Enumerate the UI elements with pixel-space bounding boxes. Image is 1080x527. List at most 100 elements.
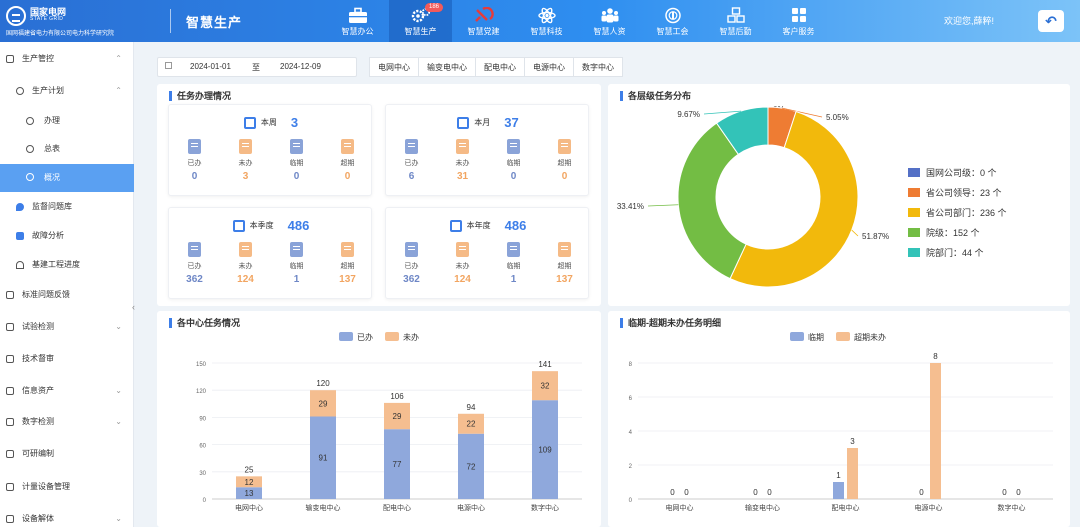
- donut-slice[interactable]: [729, 110, 859, 288]
- legend-item[interactable]: 国网公司级：0 个: [908, 166, 997, 179]
- stat-todo[interactable]: 未办 124: [220, 242, 271, 285]
- legend-swatch: [908, 248, 920, 257]
- sidebar-item-digital-inspection[interactable]: 数字检测 ⌄: [0, 409, 134, 435]
- period-total: 37: [504, 115, 519, 130]
- stat-todo[interactable]: 未办 31: [437, 139, 488, 182]
- legend-swatch[interactable]: [385, 332, 399, 341]
- bar-segment[interactable]: [310, 416, 336, 499]
- sidebar-item-label: 设备解体: [22, 514, 54, 523]
- nav-smart-party[interactable]: 智慧党建: [452, 0, 515, 42]
- stat-near-due[interactable]: 临期 1: [488, 242, 539, 285]
- bar-segment[interactable]: [384, 402, 410, 430]
- state-grid-logo[interactable]: 国家电网 STATE GRID 国网福建省电力有限公司电力科学研究院: [6, 5, 168, 37]
- task-card[interactable]: 本周 3 已办 0 未办 3 临期 0 超期 0: [168, 104, 372, 196]
- stat-done[interactable]: 已办 362: [169, 242, 220, 285]
- nav-smart-tech[interactable]: 智慧科技: [515, 0, 578, 42]
- legend-item[interactable]: 省公司部门：236 个: [908, 206, 1007, 219]
- tab-grid-center[interactable]: 电网中心: [369, 57, 419, 77]
- stat-done[interactable]: 已办 0: [169, 139, 220, 182]
- stat-label: 已办: [187, 160, 202, 167]
- bar-segment[interactable]: [310, 390, 336, 417]
- center-tabs: 电网中心 输变电中心 配电中心 电源中心 数字中心: [369, 57, 623, 77]
- sidebar-item-metering-equipment[interactable]: 计量设备管理: [0, 474, 134, 500]
- bar-segment[interactable]: [532, 400, 558, 499]
- bar-segment[interactable]: [236, 476, 262, 488]
- card-stats: 已办 362 未办 124 临期 1 超期 137: [169, 242, 373, 285]
- legend-swatch[interactable]: [339, 332, 353, 341]
- document-icon: [188, 242, 201, 257]
- tab-digital-center[interactable]: 数字中心: [573, 57, 623, 77]
- period-label: 本季度: [249, 221, 274, 230]
- end-date[interactable]: 2024-12-09: [280, 62, 321, 71]
- sidebar-item-info-assets[interactable]: 信息资产 ⌄: [0, 378, 134, 404]
- card-stats: 已办 6 未办 31 临期 0 超期 0: [386, 139, 590, 182]
- nav-smart-hr[interactable]: 智慧人资: [578, 0, 641, 42]
- sidebar-item-overview[interactable]: 概况: [0, 164, 134, 192]
- legend-swatch[interactable]: [790, 332, 804, 341]
- sidebar-item-fault-analysis[interactable]: 故障分析: [0, 223, 134, 249]
- sidebar-item-construction-progress[interactable]: 基建工程进度: [0, 252, 134, 278]
- bar-segment[interactable]: [384, 429, 410, 499]
- nav-customer-service[interactable]: 客户服务: [767, 0, 830, 42]
- stat-near-due[interactable]: 临期 1: [271, 242, 322, 285]
- legend-item[interactable]: 省公司领导：23 个: [908, 186, 1002, 199]
- bar[interactable]: [847, 448, 858, 499]
- stat-value: 0: [191, 171, 198, 182]
- document-icon: [558, 242, 571, 257]
- chevron-down-icon: ⌄: [115, 322, 122, 331]
- bar[interactable]: [833, 482, 844, 499]
- stat-todo[interactable]: 未办 124: [437, 242, 488, 285]
- chevron-up-icon: ⌃: [115, 54, 122, 63]
- x-tick-label: 电网中心: [666, 503, 694, 512]
- collapse-sidebar-button[interactable]: ‹: [132, 302, 135, 312]
- bar-segment[interactable]: [236, 487, 262, 499]
- sidebar-item-equipment-disassembly[interactable]: 设备解体 ⌄: [0, 506, 134, 527]
- stat-near-due[interactable]: 临期 0: [271, 139, 322, 182]
- nav-smart-union[interactable]: 智慧工会: [641, 0, 704, 42]
- sidebar-item-supervision-issues[interactable]: 监督问题库: [0, 194, 134, 220]
- donut-slice[interactable]: [677, 122, 747, 280]
- stat-overdue[interactable]: 超期 0: [322, 139, 373, 182]
- sidebar-item-feasibility-study[interactable]: 可研编制: [0, 441, 134, 467]
- stat-todo[interactable]: 未办 3: [220, 139, 271, 182]
- task-card[interactable]: 本月 37 已办 6 未办 31 临期 0 超期 0: [385, 104, 589, 196]
- legend-swatch[interactable]: [836, 332, 850, 341]
- stat-overdue[interactable]: 超期 137: [539, 242, 590, 285]
- bar-segment[interactable]: [458, 433, 484, 499]
- stat-done[interactable]: 已办 6: [386, 139, 437, 182]
- date-range-picker[interactable]: 2024-01-01 至 2024-12-09: [157, 57, 357, 77]
- nav-smart-office[interactable]: 智慧办公: [326, 0, 389, 42]
- bar-segment[interactable]: [532, 371, 558, 401]
- tab-power-source-center[interactable]: 电源中心: [524, 57, 574, 77]
- task-card[interactable]: 本年度 486 已办 362 未办 124 临期 1 超期 137: [385, 207, 589, 299]
- legend-item[interactable]: 院部门：44 个: [908, 246, 984, 259]
- sidebar-item-production-control[interactable]: 生产管控 ⌃: [0, 46, 134, 72]
- stat-overdue[interactable]: 超期 137: [322, 242, 373, 285]
- bar-value-label: 0: [753, 488, 758, 497]
- bar[interactable]: [930, 363, 941, 499]
- y-tick-label: 90: [199, 416, 206, 422]
- stat-value: 0: [510, 171, 517, 182]
- nav-smart-production[interactable]: 智慧生产 186: [389, 0, 452, 42]
- sidebar-item-test-inspection[interactable]: 试验检测 ⌄: [0, 314, 134, 340]
- task-card[interactable]: 本季度 486 已办 362 未办 124 临期 1 超期 137: [168, 207, 372, 299]
- bar-segment[interactable]: [458, 413, 484, 434]
- card-stats: 已办 362 未办 124 临期 1 超期 137: [386, 242, 590, 285]
- stat-done[interactable]: 已办 362: [386, 242, 437, 285]
- sidebar-item-production-plan[interactable]: 生产计划 ⌃: [0, 78, 134, 104]
- tab-transmission-center[interactable]: 输变电中心: [418, 57, 476, 77]
- return-button[interactable]: ↶: [1038, 10, 1064, 32]
- stat-near-due[interactable]: 临期 0: [488, 139, 539, 182]
- legend-item[interactable]: 院级：152 个: [908, 226, 980, 239]
- sidebar-item-tech-review[interactable]: 技术督审: [0, 346, 134, 372]
- nav-smart-logistics[interactable]: 智慧后勤: [704, 0, 767, 42]
- tab-distribution-center[interactable]: 配电中心: [475, 57, 525, 77]
- stat-overdue[interactable]: 超期 0: [539, 139, 590, 182]
- start-date[interactable]: 2024-01-01: [190, 62, 231, 71]
- sidebar-item-handle[interactable]: 办理: [0, 108, 134, 134]
- donut-slice[interactable]: [715, 106, 769, 156]
- sidebar-item-summary-table[interactable]: 总表: [0, 136, 134, 162]
- sidebar-item-standard-feedback[interactable]: 标准问题反馈: [0, 282, 134, 308]
- sidebar-item-label: 技术督审: [22, 354, 54, 363]
